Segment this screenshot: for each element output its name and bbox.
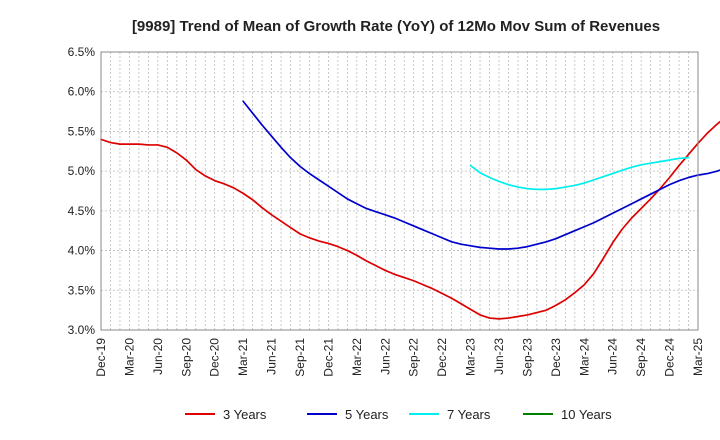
- legend: 3 Years 5 Years 7 Years 10 Years: [185, 407, 612, 422]
- x-tick-label: Sep-23: [520, 338, 534, 377]
- x-tick-label: Jun-24: [606, 338, 620, 375]
- legend-label-5-years: 5 Years: [345, 407, 389, 422]
- x-tick-label: Dec-22: [435, 338, 449, 377]
- y-tick-label: 5.5%: [68, 124, 96, 138]
- plot-frame: [100, 51, 699, 331]
- legend-label-3-years: 3 Years: [223, 407, 267, 422]
- y-tick-label: 3.5%: [68, 283, 96, 297]
- y-tick-label: 4.5%: [68, 204, 96, 218]
- x-axis-ticks: Dec-19 Mar-20 Jun-20 Sep-20 Dec-20 Mar-21 Jun-…: [94, 338, 705, 377]
- series-line-5-years: [242, 100, 720, 250]
- x-tick-label: Sep-21: [293, 338, 307, 377]
- x-tick-label: Sep-22: [407, 338, 421, 377]
- legend-label-10-years: 10 Years: [561, 407, 612, 422]
- x-tick-label: Mar-20: [122, 338, 136, 376]
- y-axis-ticks: 6.5% 6.0% 5.5% 5.0% 4.5% 4.0% 3.5% 3.0%: [68, 45, 96, 337]
- y-tick-label: 6.5%: [68, 45, 96, 59]
- x-tick-label: Mar-23: [464, 338, 478, 376]
- x-tick-label: Dec-24: [663, 338, 677, 377]
- series-line-7-years: [469, 156, 690, 191]
- y-tick-label: 6.0%: [68, 85, 96, 99]
- x-tick-label: Jun-23: [492, 338, 506, 375]
- chart-title: [9989] Trend of Mean of Growth Rate (YoY…: [132, 18, 660, 35]
- x-tick-label: Dec-19: [94, 338, 108, 377]
- x-tick-label: Mar-24: [577, 338, 591, 376]
- x-tick-label: Jun-21: [265, 338, 279, 375]
- x-tick-label: Mar-22: [350, 338, 364, 376]
- legend-label-7-years: 7 Years: [447, 407, 491, 422]
- x-tick-label: Mar-25: [691, 338, 705, 376]
- x-tick-label: Sep-24: [634, 338, 648, 377]
- grid: [101, 52, 698, 330]
- y-tick-label: 5.0%: [68, 164, 96, 178]
- series-line-3-years: [100, 120, 720, 320]
- x-tick-label: Mar-21: [236, 338, 250, 376]
- y-tick-label: 4.0%: [68, 244, 96, 258]
- x-tick-label: Jun-20: [151, 338, 165, 375]
- x-tick-label: Jun-22: [378, 338, 392, 375]
- y-tick-label: 3.0%: [68, 323, 96, 337]
- x-tick-label: Dec-23: [549, 338, 563, 377]
- series-lines: [100, 100, 720, 320]
- x-tick-label: Dec-20: [208, 338, 222, 377]
- x-tick-label: Sep-20: [179, 338, 193, 377]
- x-tick-label: Dec-21: [321, 338, 335, 377]
